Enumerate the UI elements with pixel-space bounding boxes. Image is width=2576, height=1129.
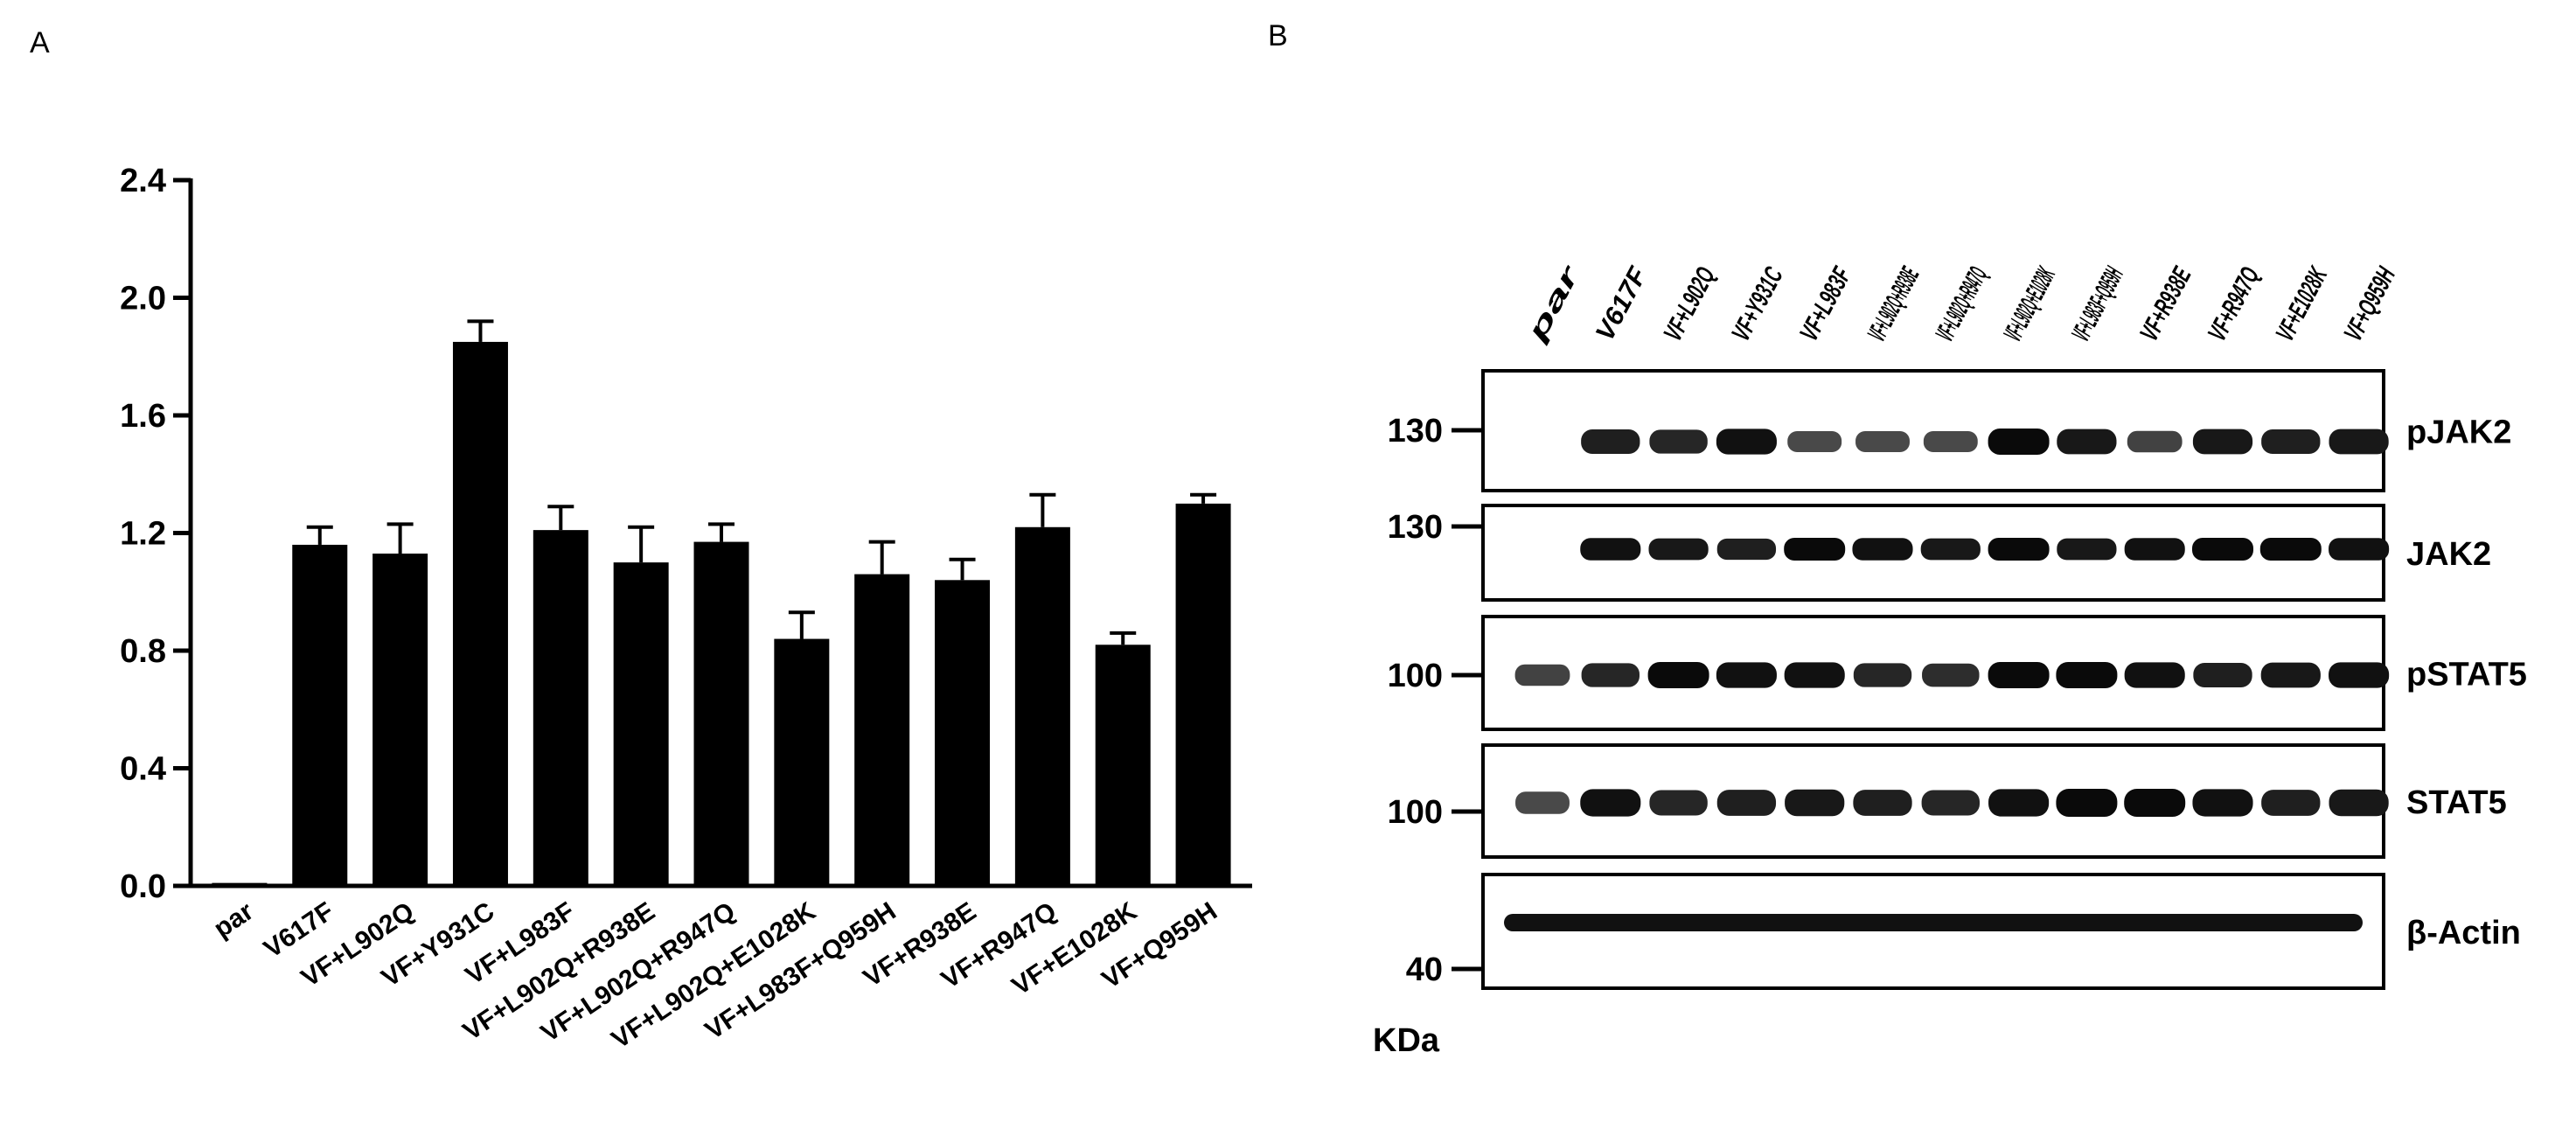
band [1784,662,1845,688]
band [2057,429,2117,455]
band [1988,662,2050,688]
band [1920,538,1981,561]
band [2192,789,2253,817]
y-tick-label: 0.0 [120,868,166,905]
lane-label: VF+L902Q+R947Q [1931,262,1993,345]
lane-label: VF+Y931C [1726,262,1789,346]
band [2329,429,2389,455]
lane-label: VF+L902Q [1659,262,1721,345]
protein-label: JAK2 [2406,536,2491,573]
y-tick-label: 1.6 [120,398,166,435]
band [1923,431,1978,452]
band [2192,429,2253,455]
lane-label: VF+L902Q+R938E [1862,262,1925,345]
band [1580,538,1641,561]
bar [452,341,508,886]
lane-label: V617F [1591,262,1654,346]
y-tick-label: 0.4 [120,751,166,788]
band [1716,790,1777,816]
bar [854,574,910,886]
band [2124,789,2186,817]
lane-label: VF+R938E [2134,262,2197,345]
band [1716,429,1777,455]
band [2193,663,2252,687]
bar [1014,526,1070,886]
band [1853,790,1912,816]
band [2329,538,2390,561]
band [1649,790,1708,816]
protein-label: STAT5 [2406,784,2507,821]
bar [212,882,268,886]
band [2260,662,2321,688]
band [1716,538,1777,561]
band [1581,663,1640,687]
band [1855,431,1910,452]
bar [533,530,588,886]
lane-label: VF+L983F [1794,262,1857,345]
band [1853,663,1912,687]
marker-unit-label: KDa [1373,1022,1440,1059]
y-tick-label: 1.2 [120,516,166,553]
protein-label: pJAK2 [2406,415,2511,451]
bar [935,580,991,886]
y-tick-label: 2.0 [120,281,166,317]
band [2192,538,2253,561]
marker-label: 100 [1388,658,1443,694]
panel-a-label: A [30,26,50,59]
marker-label: 130 [1388,413,1443,450]
band [1988,789,2050,817]
band [1921,790,1980,816]
marker-label: 130 [1388,509,1443,546]
protein-label: pSTAT5 [2406,657,2527,693]
band [2329,662,2390,688]
band [1852,538,1913,561]
bar [613,562,669,886]
bar [774,638,830,886]
protein-label: β-Actin [2406,915,2521,951]
band [1580,789,1641,817]
band [1581,429,1640,454]
band [1648,538,1709,561]
band [2124,538,2185,561]
band [1647,662,1709,688]
y-tick-label: 2.4 [120,163,166,199]
bar [693,541,749,886]
bar [1095,645,1151,886]
lane-label: VF+E1028K [2271,261,2334,345]
band [2259,538,2322,561]
band [2329,789,2389,817]
band [2057,538,2117,561]
marker-label: 100 [1388,794,1443,831]
band [2127,430,2183,453]
panel-b-label: B [1268,19,1288,52]
band [1514,664,1570,686]
band [1922,663,1980,687]
band [1988,429,2050,455]
band [1504,914,2363,931]
bar [372,554,428,886]
y-tick-label: 0.8 [120,633,166,670]
band [1649,429,1708,454]
band [2056,789,2118,817]
band [1784,538,1846,561]
band [1716,662,1777,688]
band [1787,431,1842,452]
lane-label: VF+L983F+Q959H [2066,262,2129,345]
band [2261,429,2321,454]
lane-label: VF+L902Q+E1028K [1999,262,2062,346]
band [2056,662,2118,688]
lane-label: VF+R947Q [2203,262,2265,345]
band [1988,538,2050,561]
lane-label: par [1521,259,1586,347]
band [2124,662,2185,688]
band [2261,790,2321,816]
lane-label: VF+Q959H [2339,262,2402,346]
marker-label: 40 [1406,951,1443,988]
bar [1175,503,1231,886]
band [1515,791,1570,814]
bar [292,544,348,886]
band [1785,789,1845,817]
